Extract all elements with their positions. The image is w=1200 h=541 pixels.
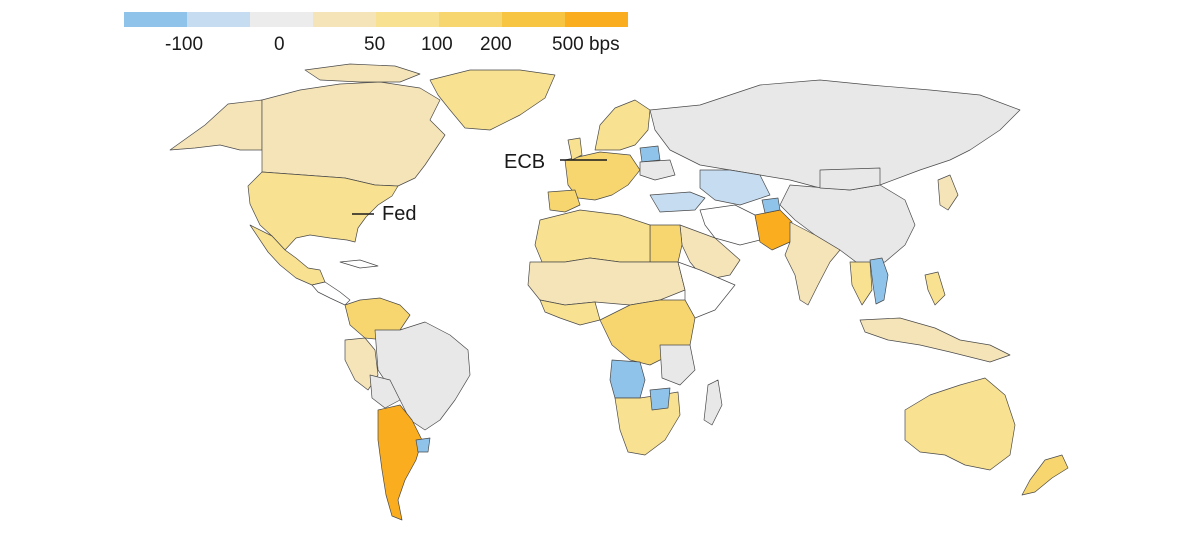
region-pakistan [754,209,793,251]
region-madagascar [703,379,723,426]
ecb-annotation-label: ECB [504,151,545,173]
region-iran [699,204,761,246]
region-tanzania-east [659,344,696,386]
region-kazakhstan [699,169,771,206]
region-vietnam-laos [869,257,889,305]
region-arctic-islands [304,63,421,83]
legend-tick-label: -100 [165,34,204,55]
region-uruguay [415,437,431,453]
region-thailand-myanmar [849,261,873,306]
region-ethiopia-somalia [677,261,736,319]
legend-tick-label: 500 bps [552,34,620,55]
region-belarus [639,145,661,163]
region-indonesia [859,317,1011,363]
region-australia [904,377,1016,471]
legend-swatch [313,12,376,27]
legend-swatch [250,12,313,27]
legend-tick-label: 0 [274,34,285,55]
legend-tick-label: 100 [421,34,453,55]
region-north-africa [534,209,651,263]
region-argentina [377,404,423,521]
region-west-africa [539,299,601,326]
region-mongolia [819,167,881,191]
region-philippines [924,271,946,306]
color-legend: -100 0 50 100 200 500 bps [124,12,628,56]
region-colombia-venezuela [344,297,411,341]
region-india [784,221,841,306]
region-angola [609,359,646,399]
legend-swatch [124,12,187,27]
region-southern-africa [614,391,681,456]
legend-color-scale [124,12,628,27]
region-central-america [311,281,351,306]
legend-swatch [502,12,565,27]
region-canada [261,81,446,187]
legend-swatch [439,12,502,27]
region-ukraine [639,159,676,181]
region-new-zealand [1021,454,1069,496]
region-scandinavia [594,99,651,151]
region-iberia [547,189,581,213]
region-afghanistan [761,197,781,214]
legend-swatch [565,12,628,27]
region-alaska [169,99,263,151]
legend-swatch [187,12,250,27]
region-usa [247,171,399,251]
region-cuba [339,259,379,269]
legend-tick-label: 200 [480,34,512,55]
region-turkey [649,191,706,213]
region-russia [649,79,1021,191]
region-bolivia [369,374,401,409]
region-greenland [429,69,556,131]
legend-tick-label: 50 [364,34,386,55]
region-japan [937,174,959,211]
legend-swatch [376,12,439,27]
region-mexico [249,224,326,286]
region-egypt [649,224,683,263]
region-zimbabwe [649,387,671,411]
region-uk [567,137,583,161]
region-sahel [527,257,686,306]
fed-annotation-label: Fed [382,203,416,225]
